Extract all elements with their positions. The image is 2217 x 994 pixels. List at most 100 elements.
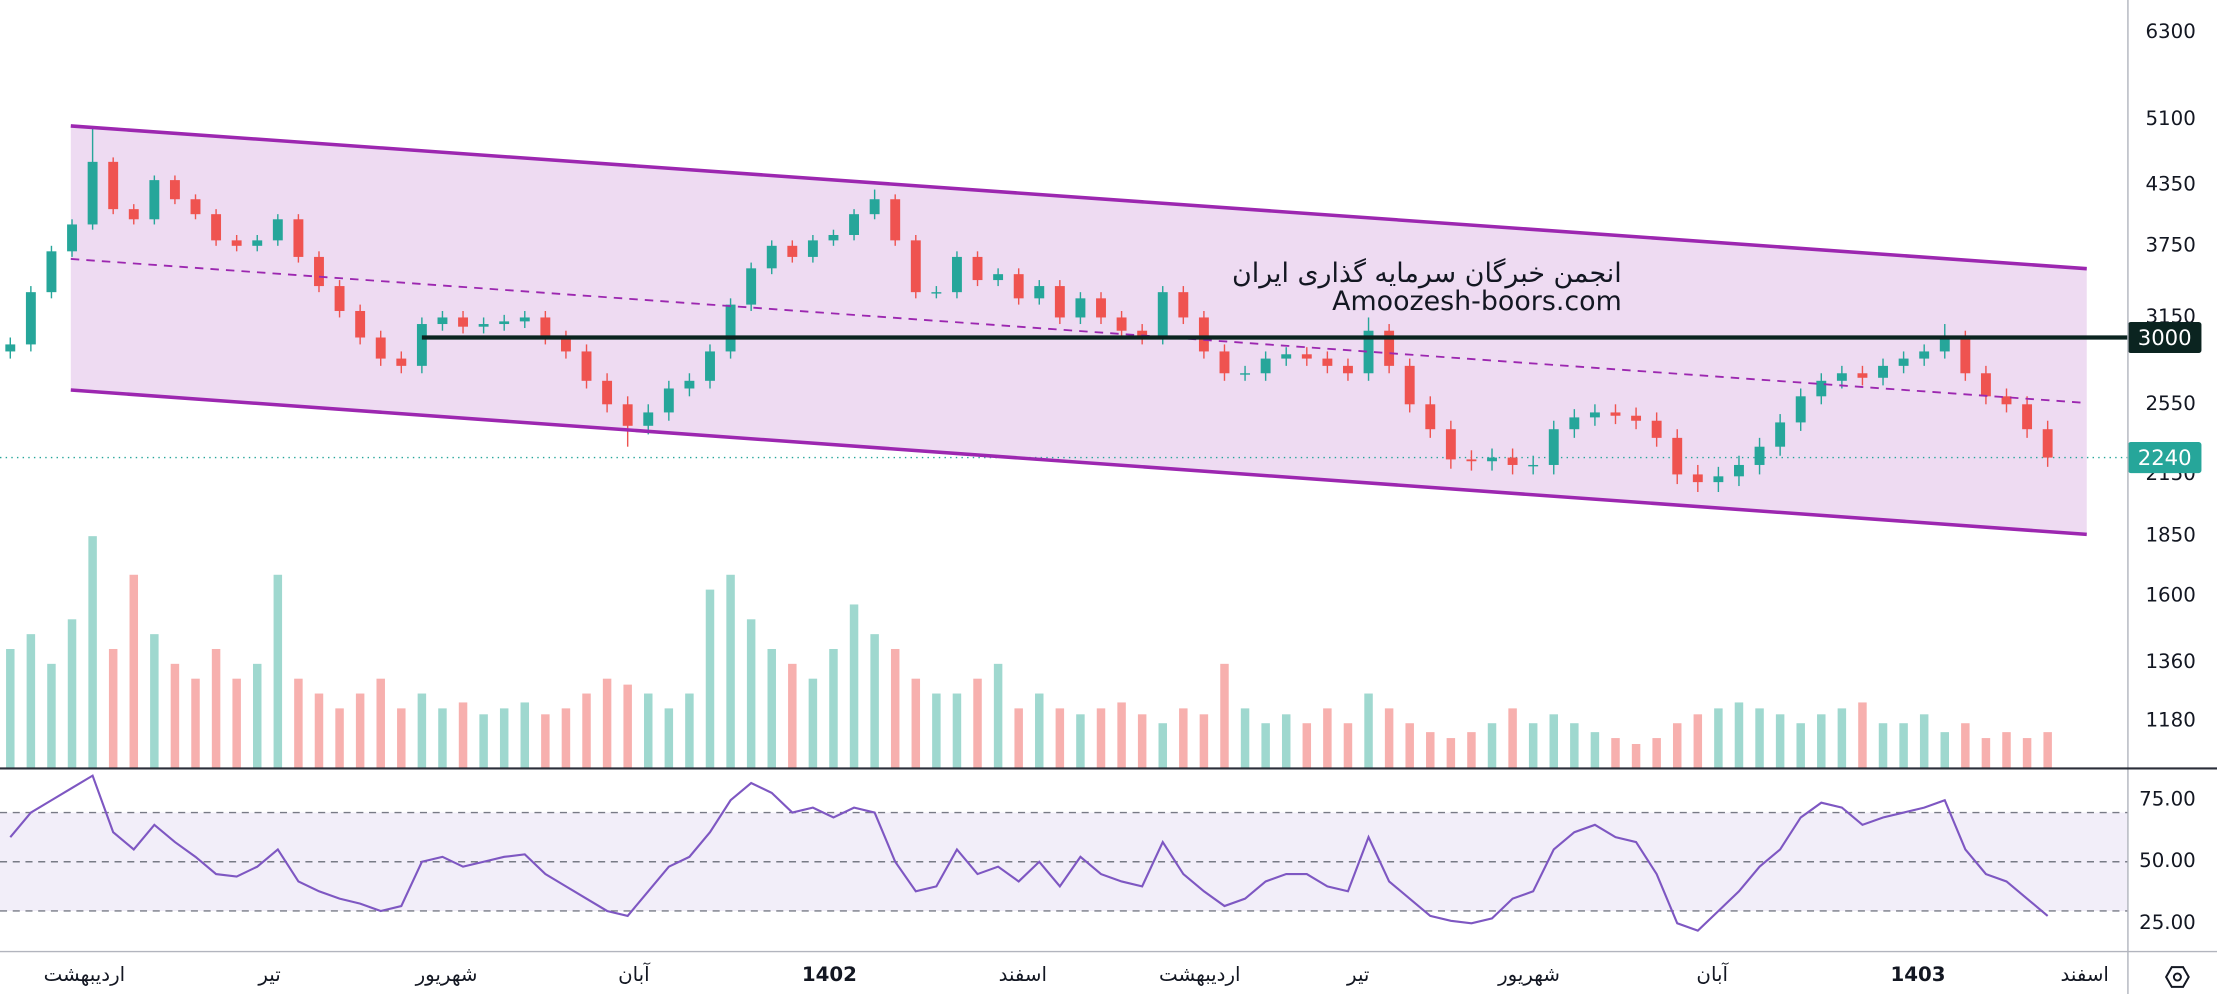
candle-body [1775, 422, 1786, 447]
candle-body [149, 180, 160, 220]
volume-bar [541, 714, 550, 768]
candle-body [437, 317, 448, 325]
x-tick-label: آبان [1696, 962, 1729, 986]
y-tick-label: 1850 [2145, 524, 2195, 547]
volume-bar [26, 634, 36, 768]
candle-body [951, 256, 962, 293]
candle-body [1548, 429, 1559, 465]
candle-body [1816, 380, 1827, 397]
candle-body [1157, 292, 1168, 338]
volume-bar [1858, 702, 1867, 768]
candle-body [931, 292, 942, 294]
candle-body [1487, 457, 1497, 462]
candle-body [643, 412, 654, 426]
volume-bar [561, 708, 571, 768]
annotation: Amoozesh-boors.com [1332, 286, 1622, 317]
x-tick-label: شهریور [1497, 963, 1560, 986]
volume-bar [1240, 708, 1250, 768]
candle-body [1281, 354, 1292, 359]
volume-bar [458, 702, 468, 768]
y-tick-label: 1360 [2145, 650, 2195, 673]
candle-body [416, 324, 427, 366]
volume-bar [1487, 723, 1497, 768]
candle-body [2022, 404, 2033, 430]
candle-body [1672, 437, 1683, 475]
candle-body [1507, 457, 1518, 465]
volume-bar [1570, 723, 1579, 768]
rsi-tick-label: 50.00 [2139, 849, 2196, 872]
last-price-box [2127, 442, 2202, 474]
volume-bar [993, 663, 1003, 768]
candle-body [540, 317, 551, 338]
x-tick-label: آبان [618, 962, 651, 986]
icon-hexagon [2164, 966, 2190, 988]
volume-bar [1652, 738, 1661, 768]
volume-bar [1817, 714, 1826, 768]
candle-body [1054, 286, 1065, 318]
candle-body [663, 388, 674, 413]
volume-bar [1426, 732, 1435, 768]
volume-bar [232, 678, 241, 768]
y-tick-label: 1600 [2145, 583, 2195, 606]
candle-body [1034, 286, 1045, 299]
candle-body [1713, 476, 1724, 483]
volume-bar [335, 708, 344, 768]
candle-body [1466, 459, 1477, 462]
candle-body [5, 344, 16, 352]
volume-bar [1302, 723, 1312, 768]
candle-body [1425, 404, 1436, 430]
candle-body [1651, 420, 1662, 438]
x-tick-label: اردیبهشت [44, 963, 126, 986]
candle-body [746, 268, 757, 305]
volume-bar [1467, 732, 1476, 768]
candle-body [458, 317, 468, 327]
candle-body [1384, 330, 1395, 366]
candle-body [272, 219, 283, 241]
volume-bar [1281, 714, 1291, 768]
volume-bar [932, 693, 941, 768]
candle-body [1301, 354, 1312, 359]
volume-bar [520, 702, 530, 768]
candle-body [128, 209, 139, 220]
candle-body [87, 161, 98, 225]
volume-bar [1158, 723, 1167, 768]
candle-body [231, 240, 242, 246]
volume-bar [253, 663, 262, 768]
candle-body [1219, 351, 1230, 374]
candle-body [684, 380, 695, 389]
volume-bar [6, 648, 15, 768]
settings-icon[interactable] [2164, 966, 2190, 988]
volume-bar [108, 648, 118, 768]
candle-body [1980, 373, 1991, 397]
volume-bar [170, 663, 180, 768]
candle-body [1322, 358, 1333, 366]
candle-body [1240, 373, 1251, 375]
candle-body [67, 224, 77, 252]
candle-body [1631, 415, 1642, 421]
volume-bar [1837, 708, 1847, 768]
volume-bar [1405, 723, 1414, 768]
volume-bar [2002, 732, 2011, 768]
volume-bar [911, 678, 921, 768]
volume-bar [1755, 708, 1764, 768]
volume-bar [1796, 723, 1805, 768]
volume-bar [623, 684, 632, 768]
volume-bar [1446, 738, 1456, 768]
candle-body [1343, 365, 1353, 374]
volume-bar [1714, 708, 1723, 768]
volume-bar [664, 708, 674, 768]
candle-body [1096, 298, 1106, 318]
volume-bar [973, 678, 982, 768]
candle-body [25, 292, 36, 345]
candle-body [314, 256, 324, 287]
volume-bar [1323, 708, 1332, 768]
candle-body [1919, 351, 1930, 359]
plot-layer: 1180136016001850215025503150375043505100… [0, 20, 2202, 986]
x-tick-label: اردیبهشت [1159, 963, 1241, 986]
volume-bar [1693, 714, 1703, 768]
candle-body [622, 404, 633, 426]
volume-bar [88, 536, 97, 768]
candle-body [828, 234, 839, 241]
candle-body [705, 351, 715, 381]
